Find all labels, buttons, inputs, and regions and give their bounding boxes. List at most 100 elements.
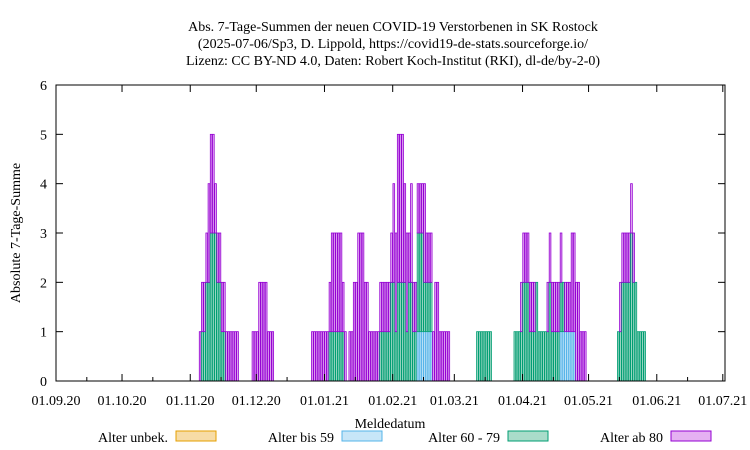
bar-alter-60-79-224	[548, 281, 552, 382]
bar-alter-ab-80-68	[205, 232, 208, 283]
bar-alter-ab-80-142	[368, 331, 371, 382]
bar-alter-ab-80-161	[410, 183, 413, 283]
bar-alter-bis-59-166	[421, 331, 424, 382]
bar-alter-60-79-258	[623, 281, 627, 382]
bar-alter-ab-80-70	[209, 133, 213, 234]
bar-alter-60-79-75	[220, 331, 224, 382]
bar-alter-ab-80-129	[339, 232, 343, 333]
bar-alter-ab-80-262	[632, 232, 635, 283]
bar-alter-60-79-150	[385, 331, 389, 382]
bar-alter-ab-80-261	[630, 183, 633, 234]
bar-alter-ab-80-90	[253, 331, 257, 382]
bar-alter-ab-80-258	[623, 232, 627, 283]
bar-alter-60-79-213	[524, 281, 528, 382]
bar-alter-ab-80-240	[584, 331, 587, 382]
bar-alter-ab-80-237	[577, 281, 580, 382]
bar-alter-60-79-193	[480, 331, 484, 382]
y-tick-label-0: 0	[40, 375, 47, 390]
bar-alter-ab-80-118	[315, 331, 319, 382]
bar-alter-ab-80-138	[359, 232, 363, 382]
bar-alter-60-79-219	[537, 331, 541, 382]
y-tick-label-5: 5	[40, 128, 47, 143]
bar-alter-60-79-128	[337, 331, 341, 382]
bar-alter-bis-59-168	[425, 331, 429, 382]
bar-alter-60-79-152	[390, 281, 393, 382]
bar-alter-ab-80-127	[335, 232, 338, 333]
bar-alter-ab-80-117	[313, 331, 316, 382]
bar-alter-bis-59-231	[564, 331, 567, 382]
bar-alter-ab-80-80	[231, 331, 235, 382]
bar-alter-ab-80-259	[625, 232, 629, 283]
legend-swatch-0	[175, 430, 217, 442]
bar-alter-60-79-263	[634, 281, 638, 382]
bar-alter-60-79-69	[207, 281, 211, 382]
bar-alter-ab-80-98	[271, 331, 275, 382]
bar-alter-60-79-255	[617, 331, 620, 382]
bar-alter-ab-80-178	[447, 331, 451, 382]
bar-alter-60-79-160	[407, 281, 411, 382]
bar-alter-ab-80-94	[262, 281, 266, 382]
bar-alter-ab-80-128	[337, 232, 341, 333]
bar-alter-60-79-158	[403, 281, 407, 382]
bar-alter-ab-80-122	[324, 331, 327, 382]
bar-alter-60-79-218	[535, 281, 539, 382]
bar-alter-ab-80-73	[216, 232, 219, 283]
bar-alter-60-79-209	[515, 331, 519, 382]
bar-alter-ab-80-177	[445, 331, 448, 382]
bar-alter-ab-80-232	[566, 281, 569, 333]
bar-alter-60-79-126	[333, 331, 336, 382]
y-axis-label: Absolute 7-Tage-Summe	[9, 163, 24, 303]
bar-alter-60-79-230	[562, 281, 565, 333]
bar-alter-ab-80-172	[434, 281, 437, 382]
bar-alter-60-79-67	[203, 331, 206, 382]
bar-alter-60-79-74	[218, 281, 222, 382]
bar-alter-ab-80-231	[564, 281, 567, 333]
bar-alter-ab-80-124	[328, 281, 332, 333]
bar-alter-ab-80-134	[350, 331, 354, 382]
bar-alter-ab-80-176	[443, 331, 446, 382]
x-tick-label-01.06.21: 01.06.21	[632, 394, 681, 409]
bar-alter-ab-80-81	[234, 331, 237, 382]
bar-alter-60-79-127	[335, 331, 338, 382]
bar-alter-60-79-147	[379, 331, 382, 382]
bar-alter-ab-80-92	[258, 281, 261, 382]
bar-alter-ab-80-126	[333, 232, 336, 333]
bar-alter-ab-80-156	[399, 133, 402, 283]
bar-alter-ab-80-131	[344, 331, 347, 382]
bar-alter-bis-59-230	[562, 331, 565, 382]
bar-alter-60-79-220	[539, 331, 543, 382]
legend: Alter unbek. Alter bis 59 Alter 60 - 79 Alt…	[98, 430, 712, 446]
bar-alter-60-79-159	[405, 331, 409, 382]
bar-alter-bis-59-169	[427, 331, 431, 382]
bar-alter-ab-80-77	[225, 331, 228, 382]
bar-alter-60-79-256	[619, 331, 622, 382]
bar-alter-ab-80-69	[207, 183, 211, 283]
bar-alter-60-79-169	[427, 281, 431, 333]
bar-alter-ab-80-125	[330, 232, 334, 333]
bar-alter-60-79-211	[520, 331, 523, 382]
bar-alter-60-79-195	[484, 331, 488, 382]
bar-alter-bis-59-234	[570, 331, 574, 382]
bar-alter-ab-80-71	[212, 133, 215, 234]
bar-alter-60-79-210	[517, 331, 521, 382]
bar-alter-ab-80-72	[214, 183, 217, 234]
bar-alter-ab-80-78	[227, 331, 230, 382]
bar-alter-60-79-72	[214, 232, 217, 382]
bar-alter-60-79-260	[628, 281, 631, 382]
bar-alter-60-79-262	[632, 281, 635, 382]
bar-alter-ab-80-228	[557, 281, 561, 333]
legend-label-2: Alter 60 - 79	[428, 431, 500, 446]
legend-label-0: Alter unbek.	[98, 431, 168, 446]
bar-alter-60-79-73	[216, 281, 219, 382]
x-axis-label: Meldedatum	[355, 417, 426, 432]
bar-alter-ab-80-149	[383, 281, 387, 333]
bar-alter-60-79-265	[639, 331, 642, 382]
bar-alter-ab-80-74	[218, 232, 222, 283]
bar-alter-60-79-130	[341, 331, 345, 382]
bar-alter-60-79-257	[621, 281, 624, 382]
bar-alter-ab-80-152	[390, 232, 393, 283]
legend-label-1: Alter bis 59	[268, 431, 334, 446]
x-tick-label-01.11.20: 01.11.20	[166, 394, 214, 409]
bar-alter-60-79-165	[418, 232, 422, 333]
bar-alter-bis-59-232	[566, 331, 569, 382]
